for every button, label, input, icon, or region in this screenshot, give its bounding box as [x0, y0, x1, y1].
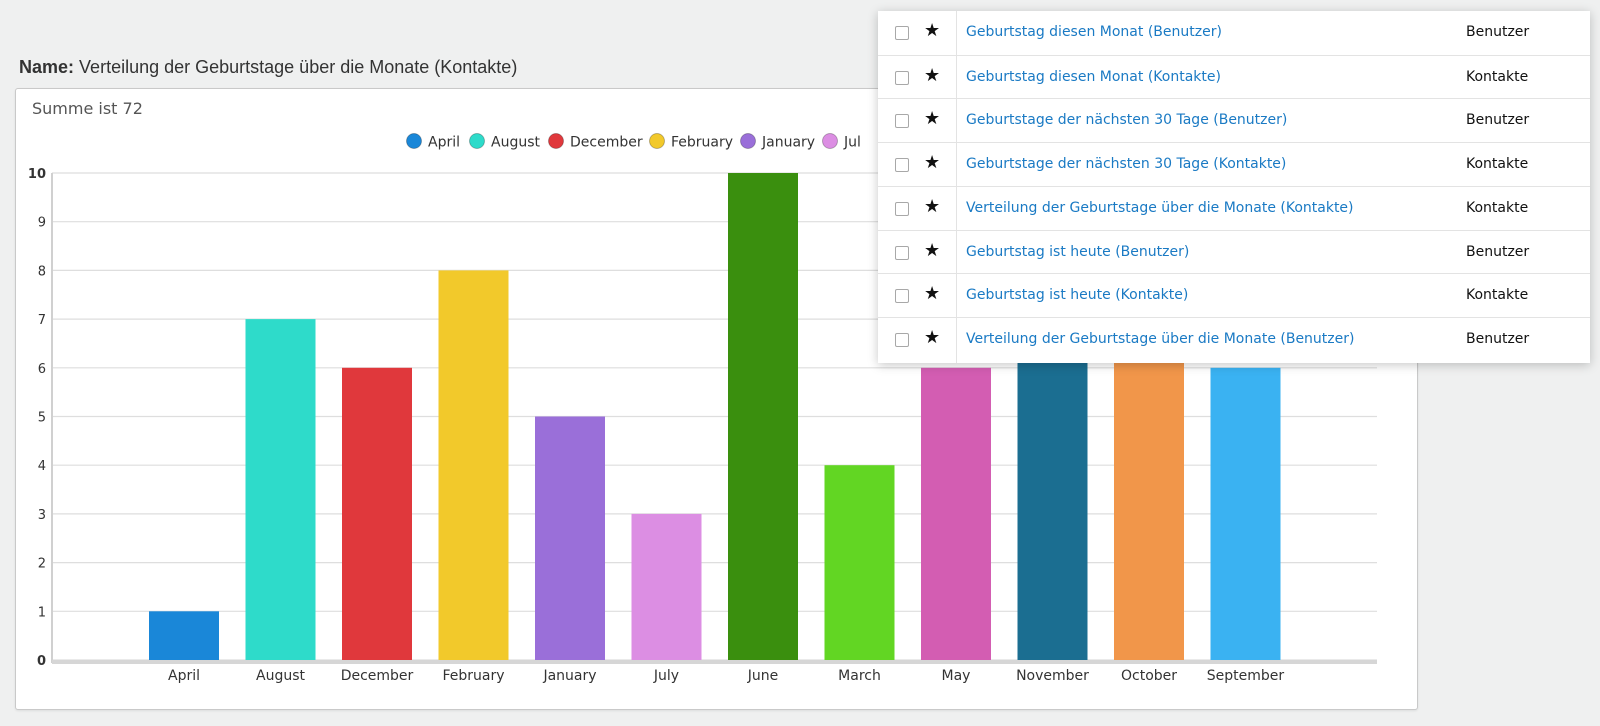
star-icon[interactable]: ★ [924, 20, 941, 41]
bar-april[interactable] [149, 611, 219, 660]
report-link[interactable]: Geburtstage der nächsten 30 Tage (Kontak… [966, 156, 1287, 173]
bar-september[interactable] [1210, 367, 1281, 660]
report-link[interactable]: Geburtstag ist heute (Benutzer) [966, 243, 1190, 260]
report-row[interactable]: ★ Geburtstag ist heute (Kontakte) Kontakte [878, 273, 1590, 317]
report-link[interactable]: Verteilung der Geburtstage über die Mona… [966, 330, 1355, 347]
checkbox-icon[interactable] [895, 245, 909, 260]
x-axis [52, 660, 1377, 664]
legend-label: August [491, 135, 541, 151]
y-tick-label: 4 [38, 459, 46, 474]
legend-label: January [761, 135, 815, 151]
legend-label: Jul [843, 135, 861, 151]
column-divider [956, 11, 957, 363]
checkbox-icon[interactable] [895, 26, 909, 40]
checkbox-icon[interactable] [895, 332, 909, 347]
star-icon[interactable]: ★ [924, 108, 941, 130]
report-link[interactable]: Geburtstage der nächsten 30 Tage (Benutz… [966, 112, 1288, 129]
bar-june[interactable] [728, 173, 798, 660]
report-module: Kontakte [1466, 156, 1529, 173]
bar-november[interactable] [1017, 319, 1088, 660]
x-tick-label: December [341, 668, 414, 684]
report-link[interactable]: Verteilung der Geburtstage über die Mona… [966, 199, 1354, 216]
chart-total: Summe ist 72 [32, 99, 143, 118]
report-row[interactable]: ★ Geburtstag ist heute (Benutzer) Benutzer [878, 229, 1590, 274]
checkbox-icon[interactable] [895, 114, 909, 129]
report-module: Benutzer [1466, 112, 1530, 129]
legend-dot-icon [469, 133, 485, 149]
report-name-value: Verteilung der Geburtstage über die Mona… [79, 57, 518, 77]
x-tick-label: September [1207, 668, 1285, 684]
x-tick-label: November [1016, 668, 1089, 684]
report-row[interactable]: ★ Geburtstage der nächsten 30 Tage (Benut… [878, 98, 1590, 142]
x-tick-label: February [442, 668, 504, 684]
report-list-popup: ★ Geburtstag diesen Monat (Benutzer) Benut… [878, 11, 1590, 363]
star-icon[interactable]: ★ [924, 239, 941, 261]
y-tick-label: 5 [38, 411, 46, 426]
x-tick-label: October [1121, 668, 1177, 684]
legend-dot-icon [740, 133, 756, 149]
star-icon[interactable]: ★ [924, 152, 941, 174]
x-tick-label: June [747, 668, 779, 684]
legend-dot-icon [548, 133, 564, 149]
x-tick-label: July [653, 668, 679, 684]
report-module: Kontakte [1466, 199, 1529, 216]
bar-may[interactable] [921, 367, 991, 660]
report-module: Benutzer [1466, 330, 1530, 347]
x-tick-label: January [542, 668, 596, 684]
report-module: Benutzer [1466, 24, 1530, 40]
legend-dot-icon [406, 133, 422, 149]
legend-label: April [428, 135, 460, 151]
checkbox-icon[interactable] [895, 201, 909, 216]
report-module: Benutzer [1466, 243, 1530, 260]
y-tick-label: 8 [38, 264, 46, 279]
y-tick-label: 1 [38, 605, 46, 620]
legend-dot-icon [649, 133, 665, 149]
bar-july[interactable] [631, 513, 702, 660]
report-row[interactable]: ★ Geburtstage der nächsten 30 Tage (Konta… [878, 142, 1590, 186]
report-name-label: Name: [19, 57, 75, 77]
star-icon[interactable]: ★ [924, 326, 941, 348]
legend-dot-icon [822, 133, 838, 149]
x-tick-label: May [942, 668, 971, 684]
y-tick-label: 3 [38, 508, 46, 523]
checkbox-icon[interactable] [895, 70, 909, 85]
report-row[interactable]: ★ Verteilung der Geburtstage über die Mon… [878, 316, 1590, 361]
report-link[interactable]: Geburtstag diesen Monat (Benutzer) [966, 24, 1222, 40]
report-row[interactable]: ★ Geburtstag diesen Monat (Benutzer) Benut… [878, 11, 1590, 55]
report-module: Kontakte [1466, 68, 1529, 85]
report-name: Name: Verteilung der Geburtstage über di… [19, 57, 517, 78]
checkbox-icon[interactable] [895, 289, 909, 304]
x-tick-label: March [838, 668, 881, 684]
bar-december[interactable] [342, 367, 412, 660]
bar-january[interactable] [535, 416, 605, 661]
bar-march[interactable] [824, 465, 895, 660]
star-icon[interactable]: ★ [924, 283, 941, 305]
y-tick-label: 6 [38, 362, 46, 377]
bar-august[interactable] [245, 319, 316, 660]
x-tick-label: April [168, 668, 200, 684]
report-link[interactable]: Geburtstag diesen Monat (Kontakte) [966, 68, 1221, 85]
y-tick-label: 0 [37, 654, 46, 669]
bar-chart: 0 1 2 3 4 5 6 7 8 9 10 April August December February J… [28, 133, 1377, 684]
y-tick-label: 10 [28, 167, 46, 182]
report-row[interactable]: ★ Geburtstag diesen Monat (Kontakte) Konta… [878, 54, 1590, 99]
report-module: Kontakte [1466, 287, 1529, 304]
legend-label: February [671, 135, 733, 151]
bar-february[interactable] [438, 270, 509, 660]
star-icon[interactable]: ★ [924, 195, 941, 217]
report-row[interactable]: ★ Verteilung der Geburtstage über die Mon… [878, 185, 1590, 230]
star-icon[interactable]: ★ [924, 64, 941, 86]
x-tick-label: August [256, 668, 306, 684]
y-tick-label: 9 [38, 216, 46, 231]
legend-label: December [570, 135, 643, 151]
y-tick-label: 7 [38, 313, 46, 328]
report-link[interactable]: Geburtstag ist heute (Kontakte) [966, 287, 1189, 304]
y-tick-label: 2 [38, 557, 46, 572]
bar-october[interactable] [1114, 319, 1184, 660]
checkbox-icon[interactable] [895, 158, 909, 173]
